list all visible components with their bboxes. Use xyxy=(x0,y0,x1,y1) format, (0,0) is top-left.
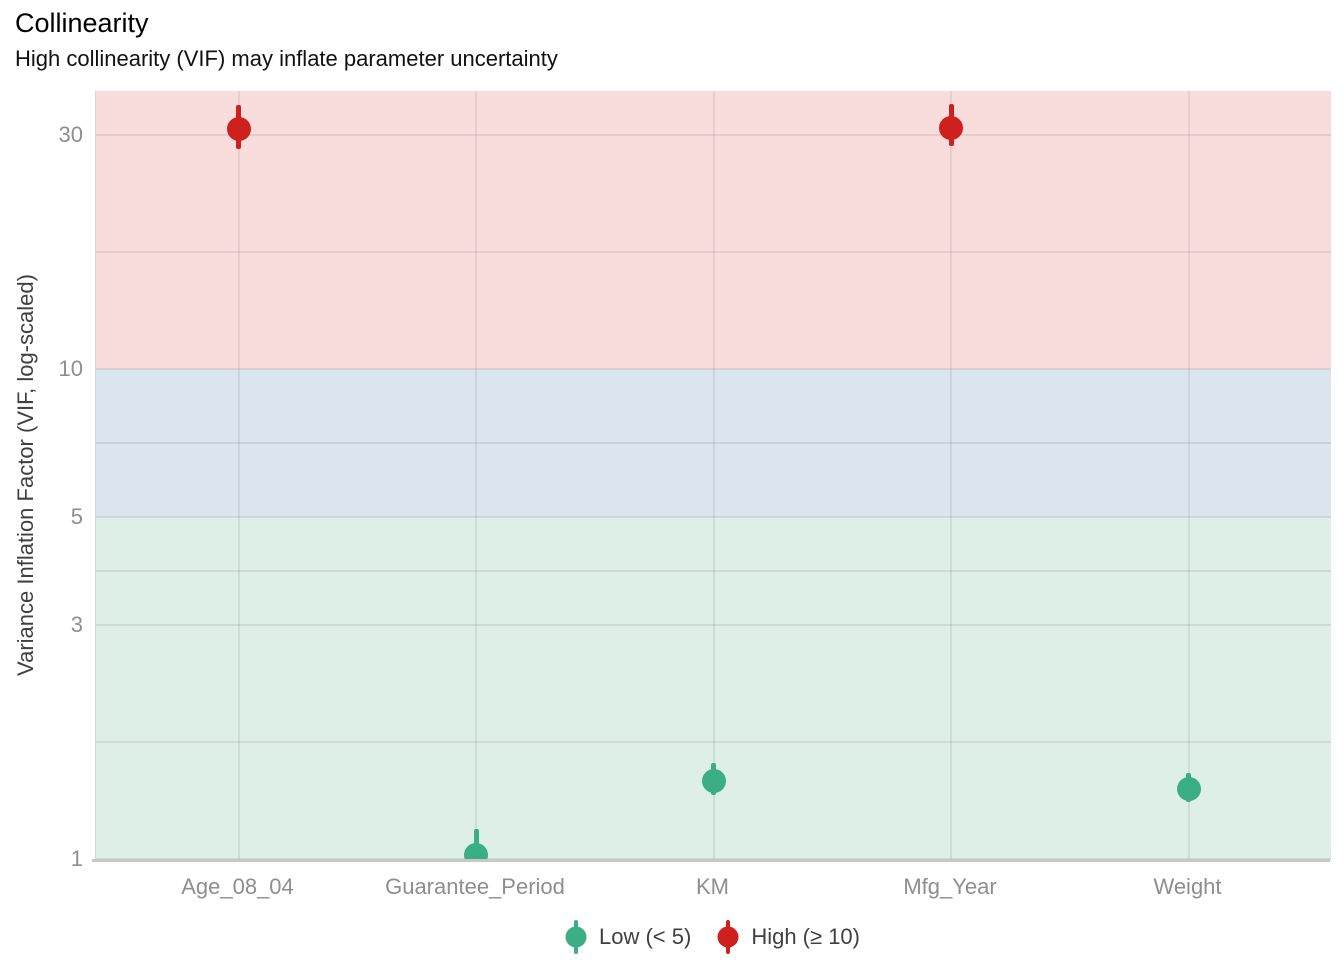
x-gridline xyxy=(712,91,715,860)
threshold-band-high xyxy=(96,91,1331,369)
x-tick-label-KM: KM xyxy=(696,874,729,899)
threshold-band-moderate xyxy=(96,369,1331,517)
legend-pointrange-dot xyxy=(565,926,587,948)
data-point-Age_08_04 xyxy=(226,116,251,141)
y-tick-label: 30 xyxy=(58,122,83,148)
legend: Low (< 5) High (≥ 10) xyxy=(95,914,1330,960)
y-gridline xyxy=(96,134,1331,137)
y-gridline xyxy=(96,441,1331,444)
x-axis-line xyxy=(92,859,1330,862)
plot-title: Collinearity xyxy=(15,8,149,38)
legend-pointrange-dot xyxy=(717,926,739,948)
y-tick-label: 1 xyxy=(70,846,83,871)
data-point-KM xyxy=(701,769,726,794)
y-gridline xyxy=(96,515,1331,518)
y-tick-label: 10 xyxy=(58,356,83,381)
y-gridline xyxy=(96,570,1331,573)
x-gridline xyxy=(237,91,240,860)
y-gridline xyxy=(96,741,1331,744)
data-point-Mfg_Year xyxy=(939,116,963,141)
data-point-Guarantee_Period xyxy=(464,842,488,860)
legend-key-high-icon xyxy=(717,917,739,957)
y-gridline xyxy=(96,624,1331,627)
y-tick-label: 3 xyxy=(70,612,83,638)
x-gridline xyxy=(950,91,952,860)
legend-key-low-icon xyxy=(565,917,587,957)
legend-item-high: High (≥ 10) xyxy=(717,917,860,957)
legend-label-low: Low (< 5) xyxy=(599,924,692,949)
x-gridline xyxy=(1187,91,1190,860)
y-gridline xyxy=(96,251,1331,254)
y-gridline xyxy=(96,368,1331,370)
x-tick-label-Mfg_Year: Mfg_Year xyxy=(903,874,997,899)
x-tick-label-Weight: Weight xyxy=(1153,874,1222,899)
plot-subtitle: High collinearity (VIF) may inflate para… xyxy=(15,46,558,71)
x-tick-label-Age_08_04: Age_08_04 xyxy=(181,874,294,899)
data-point-Weight xyxy=(1176,776,1201,801)
threshold-band-low xyxy=(96,516,1331,860)
x-tick-label-Guarantee_Period: Guarantee_Period xyxy=(385,874,565,899)
legend-item-low: Low (< 5) xyxy=(565,917,691,957)
x-gridline xyxy=(475,91,477,860)
y-tick-label: 5 xyxy=(70,503,83,529)
plot-panel xyxy=(95,91,1331,860)
legend-label-high: High (≥ 10) xyxy=(751,924,860,949)
